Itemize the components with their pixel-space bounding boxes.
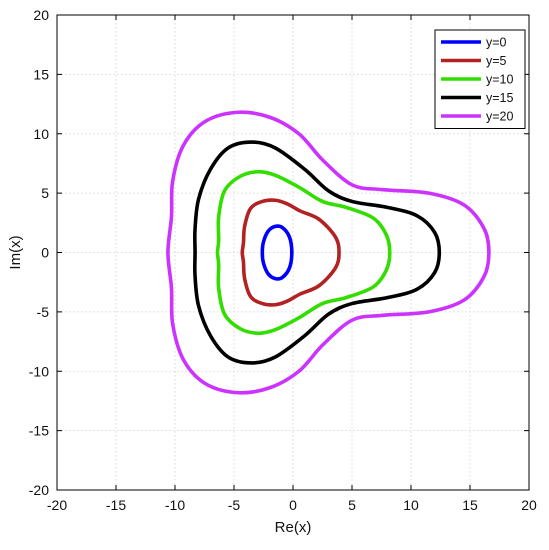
y-tick-label: 5 [41,185,49,201]
x-axis-title: Re(x) [275,519,312,536]
y-axis-title: Im(x) [7,235,24,269]
series-curve-y-10 [215,169,392,336]
legend-label: y=5 [486,54,507,68]
legend-label: y=15 [486,91,514,105]
x-tick-label: -20 [47,497,67,513]
y-tick-label: -15 [29,423,49,439]
legend-label: y=0 [486,36,507,50]
series-curve-y-15 [193,140,442,365]
series-curve-y-20 [166,110,491,395]
legend-entries: y=0 y=5 y=10 y=15 y=20 [441,36,514,124]
x-tick-label: 5 [348,497,356,513]
y-tick-labels: -20 -15 -10 -5 0 5 10 15 20 [29,7,49,498]
x-tick-label: 20 [521,497,537,513]
legend-label: y=10 [486,73,514,87]
y-tick-label: 20 [33,7,49,23]
x-tick-label: 15 [462,497,478,513]
y-tick-label: -5 [37,304,50,320]
legend-label: y=20 [486,110,514,124]
y-tick-label: -10 [29,363,49,379]
x-tick-label: 0 [289,497,297,513]
x-tick-label: -5 [228,497,241,513]
series-layer [166,110,491,395]
x-tick-label: 10 [403,497,419,513]
x-tick-label: -15 [106,497,126,513]
x-tick-label: -10 [165,497,185,513]
series-curve-y-0 [260,224,294,281]
y-tick-label: 15 [33,66,49,82]
y-tick-label: 0 [41,245,49,261]
series-curve-y-5 [240,198,341,307]
legend: y=0 y=5 y=10 y=15 y=20 [434,29,526,129]
y-tick-label: 10 [33,126,49,142]
axis-ticks [56,14,530,491]
x-tick-labels: -20 -15 -10 -5 0 5 10 15 20 [47,497,537,513]
y-tick-label: -20 [29,482,49,498]
